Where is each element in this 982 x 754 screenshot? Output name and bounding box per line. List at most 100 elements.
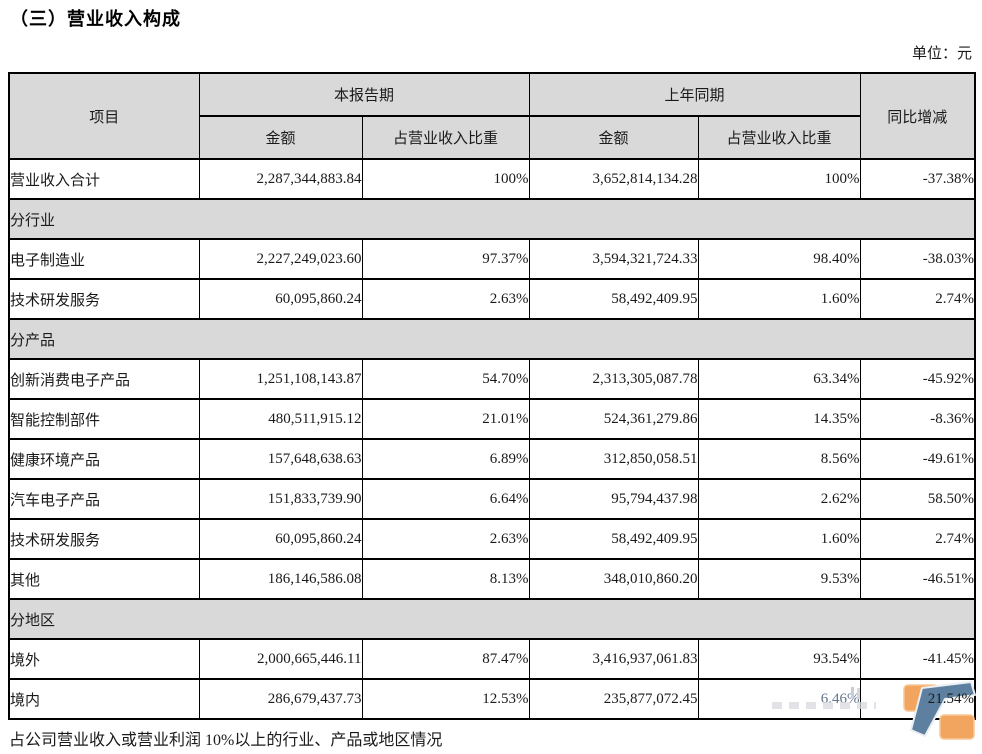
section-label: 分产品 bbox=[8, 318, 976, 360]
row-label-cell: 营业收入合计 bbox=[8, 158, 200, 200]
prior-ratio-cell: 98.40% bbox=[697, 238, 861, 280]
prior-ratio-cell: 1.60% bbox=[697, 278, 861, 320]
table-row: 电子制造业 2,227,249,023.60 97.37% 3,594,321,724… bbox=[8, 238, 976, 280]
table-row: 营业收入合计 2,287,344,883.84 100% 3,652,814,134.… bbox=[8, 158, 976, 200]
col-header-ratio-prior: 占营业收入比重 bbox=[697, 115, 861, 160]
yoy-cell: -49.61% bbox=[859, 438, 976, 480]
table-row: 创新消费电子产品 1,251,108,143.87 54.70% 2,313,305,… bbox=[8, 358, 976, 400]
table-row: 汽车电子产品 151,833,739.90 6.64% 95,794,437.98 2.… bbox=[8, 478, 976, 520]
yoy-cell: -37.38% bbox=[859, 158, 976, 200]
current-amount-cell: 480,511,915.12 bbox=[198, 398, 363, 440]
col-header-item: 项目 bbox=[8, 72, 200, 160]
current-amount-cell: 2,287,344,883.84 bbox=[198, 158, 363, 200]
row-label-cell: 技术研发服务 bbox=[8, 518, 200, 560]
current-amount-cell: 60,095,860.24 bbox=[198, 278, 363, 320]
row-label-cell: 智能控制部件 bbox=[8, 398, 200, 440]
row-label-cell: 汽车电子产品 bbox=[8, 478, 200, 520]
unit-label: 单位：元 bbox=[911, 46, 972, 62]
col-group-current-period: 本报告期 bbox=[198, 72, 530, 117]
current-ratio-cell: 2.63% bbox=[361, 278, 530, 320]
section-row: 分行业 bbox=[8, 198, 976, 240]
prior-amount-cell: 235,877,072.45 bbox=[528, 678, 699, 720]
yoy-cell: 58.50% bbox=[859, 478, 976, 520]
current-ratio-cell: 12.53% bbox=[361, 678, 530, 720]
current-ratio-cell: 97.37% bbox=[361, 238, 530, 280]
col-header-amount-current: 金额 bbox=[198, 115, 363, 160]
section-label: 分行业 bbox=[8, 198, 976, 240]
current-ratio-cell: 6.89% bbox=[361, 438, 530, 480]
yoy-cell: 2.74% bbox=[859, 518, 976, 560]
current-ratio-cell: 87.47% bbox=[361, 638, 530, 680]
row-label-cell: 电子制造业 bbox=[8, 238, 200, 280]
yoy-cell: -8.36% bbox=[859, 398, 976, 440]
yoy-cell: -38.03% bbox=[859, 238, 976, 280]
table-row: 健康环境产品 157,648,638.63 6.89% 312,850,058.51 8… bbox=[8, 438, 976, 480]
current-amount-cell: 286,679,437.73 bbox=[198, 678, 363, 720]
prior-ratio-cell: 63.34% bbox=[697, 358, 861, 400]
header-row-groups: 项目 本报告期 上年同期 同比增减 bbox=[8, 72, 976, 160]
prior-amount-cell: 95,794,437.98 bbox=[528, 478, 699, 520]
prior-ratio-cell: 100% bbox=[697, 158, 861, 200]
prior-ratio-cell: 1.60% bbox=[697, 518, 861, 560]
yoy-cell: 21.54% bbox=[859, 678, 976, 720]
prior-ratio-cell: 14.35% bbox=[697, 398, 861, 440]
col-group-prior-period: 上年同期 bbox=[528, 72, 861, 117]
current-ratio-cell: 2.63% bbox=[361, 518, 530, 560]
revenue-composition-table: 项目 本报告期 上年同期 同比增减 金额 占营业收入比重 金额 占营业收入比重 … bbox=[8, 72, 977, 720]
prior-amount-cell: 3,416,937,061.83 bbox=[528, 638, 699, 680]
watermark-remnant-dashes bbox=[772, 702, 876, 709]
prior-amount-cell: 3,652,814,134.28 bbox=[528, 158, 699, 200]
prior-ratio-cell: 6.46% bbox=[697, 678, 861, 720]
table-row: 技术研发服务 60,095,860.24 2.63% 58,492,409.95 1.6… bbox=[8, 518, 976, 560]
table-row: 其他 186,146,586.08 8.13% 348,010,860.20 9.53%… bbox=[8, 558, 976, 600]
col-header-yoy: 同比增减 bbox=[859, 72, 976, 160]
current-amount-cell: 60,095,860.24 bbox=[198, 518, 363, 560]
prior-ratio-cell: 2.62% bbox=[697, 478, 861, 520]
page-title: （三）营业收入构成 bbox=[10, 9, 181, 29]
prior-amount-cell: 58,492,409.95 bbox=[528, 518, 699, 560]
prior-amount-cell: 3,594,321,724.33 bbox=[528, 238, 699, 280]
current-amount-cell: 1,251,108,143.87 bbox=[198, 358, 363, 400]
table-row: 智能控制部件 480,511,915.12 21.01% 524,361,279.86… bbox=[8, 398, 976, 440]
row-label-cell: 技术研发服务 bbox=[8, 278, 200, 320]
yoy-cell: -46.51% bbox=[859, 558, 976, 600]
current-ratio-cell: 21.01% bbox=[361, 398, 530, 440]
section-row: 分产品 bbox=[8, 318, 976, 360]
row-label-cell: 境外 bbox=[8, 638, 200, 680]
header-row-subcolumns: 金额 占营业收入比重 金额 占营业收入比重 bbox=[9, 115, 975, 160]
table-row: 技术研发服务 60,095,860.24 2.63% 58,492,409.95 1.6… bbox=[8, 278, 976, 320]
watermark-remnant-tick bbox=[851, 687, 854, 698]
prior-amount-cell: 524,361,279.86 bbox=[528, 398, 699, 440]
current-ratio-cell: 54.70% bbox=[361, 358, 530, 400]
prior-ratio-cell: 8.56% bbox=[697, 438, 861, 480]
row-label-cell: 健康环境产品 bbox=[8, 438, 200, 480]
current-amount-cell: 2,000,665,446.11 bbox=[198, 638, 363, 680]
prior-amount-cell: 312,850,058.51 bbox=[528, 438, 699, 480]
section-row: 分地区 bbox=[8, 598, 976, 640]
col-header-amount-prior: 金额 bbox=[528, 115, 699, 160]
current-amount-cell: 186,146,586.08 bbox=[198, 558, 363, 600]
current-amount-cell: 2,227,249,023.60 bbox=[198, 238, 363, 280]
col-header-ratio-current: 占营业收入比重 bbox=[361, 115, 530, 160]
prior-ratio-cell: 93.54% bbox=[697, 638, 861, 680]
footer-note: 占公司营业收入或营业利润 10%以上的行业、产品或地区情况 bbox=[9, 732, 443, 749]
prior-ratio-cell: 9.53% bbox=[697, 558, 861, 600]
row-label-cell: 创新消费电子产品 bbox=[8, 358, 200, 400]
current-ratio-cell: 6.64% bbox=[361, 478, 530, 520]
current-amount-cell: 157,648,638.63 bbox=[198, 438, 363, 480]
current-ratio-cell: 8.13% bbox=[361, 558, 530, 600]
section-label: 分地区 bbox=[8, 598, 976, 640]
current-ratio-cell: 100% bbox=[361, 158, 530, 200]
row-label-cell: 境内 bbox=[8, 678, 200, 720]
prior-amount-cell: 58,492,409.95 bbox=[528, 278, 699, 320]
prior-amount-cell: 2,313,305,087.78 bbox=[528, 358, 699, 400]
row-label-cell: 其他 bbox=[8, 558, 200, 600]
current-amount-cell: 151,833,739.90 bbox=[198, 478, 363, 520]
table-row: 境内 286,679,437.73 12.53% 235,877,072.45 6.46… bbox=[8, 678, 976, 720]
yoy-cell: -45.92% bbox=[859, 358, 976, 400]
table-row: 境外 2,000,665,446.11 87.47% 3,416,937,061.83… bbox=[8, 638, 976, 680]
yoy-cell: -41.45% bbox=[859, 638, 976, 680]
prior-amount-cell: 348,010,860.20 bbox=[528, 558, 699, 600]
yoy-cell: 2.74% bbox=[859, 278, 976, 320]
